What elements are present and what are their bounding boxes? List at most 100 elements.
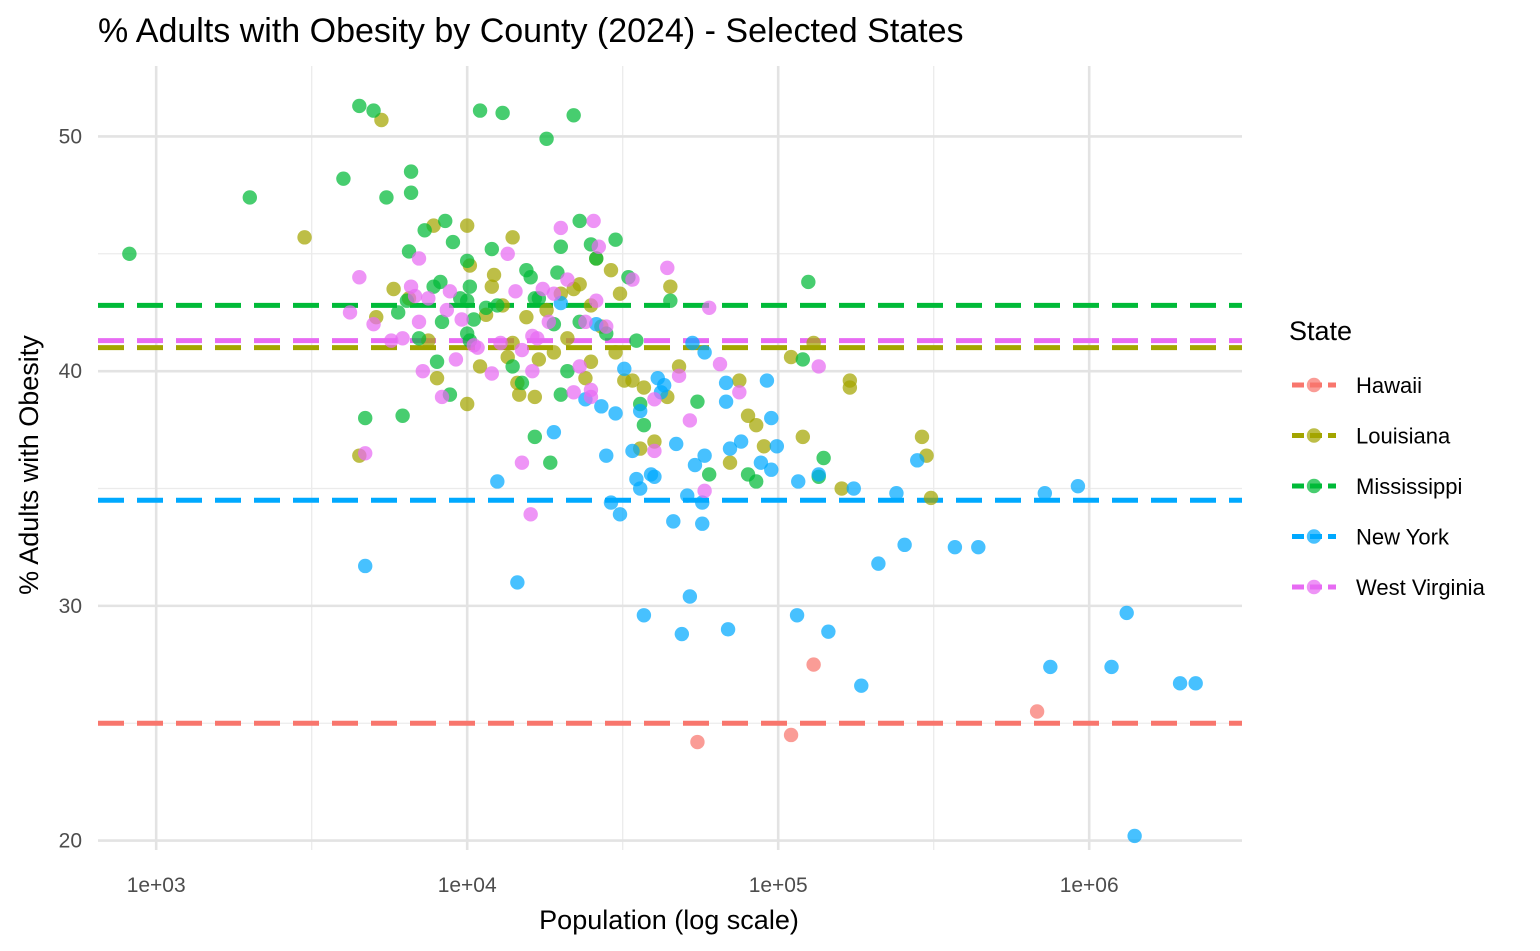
data-point — [523, 270, 538, 285]
data-point — [599, 448, 614, 463]
data-point — [342, 305, 358, 320]
data-point — [358, 410, 373, 426]
data-point — [811, 467, 826, 482]
data-point — [663, 279, 678, 294]
data-point — [459, 218, 475, 233]
mean-lines — [98, 302, 1242, 726]
data-point — [541, 314, 557, 330]
data-point — [539, 302, 554, 318]
data-point — [484, 279, 500, 294]
data-point — [647, 469, 662, 484]
legend-label: Louisiana — [1356, 424, 1451, 449]
chart-title: % Adults with Obesity by County (2024) -… — [98, 12, 964, 50]
data-point — [421, 291, 436, 306]
data-point — [695, 495, 710, 510]
y-axis-title: % Adults with Obesity — [14, 335, 44, 595]
data-point — [608, 345, 623, 360]
data-point — [495, 105, 510, 121]
data-point — [553, 220, 569, 236]
data-point — [572, 213, 587, 229]
data-point — [732, 373, 747, 388]
data-point — [560, 272, 575, 287]
data-point — [366, 103, 381, 118]
data-point — [470, 340, 485, 355]
data-point — [697, 448, 712, 463]
data-point — [531, 352, 547, 367]
y-tick-label: 50 — [59, 125, 82, 148]
data-point — [578, 370, 593, 386]
data-point — [411, 331, 427, 346]
data-point — [685, 335, 700, 351]
data-point — [671, 368, 687, 384]
data-point — [753, 455, 769, 470]
legend-label: New York — [1356, 525, 1450, 550]
data-point — [656, 378, 672, 393]
data-point — [795, 352, 811, 367]
data-point — [395, 331, 410, 346]
data-point — [535, 281, 550, 297]
data-point — [403, 164, 419, 179]
legend-key-point — [1306, 428, 1322, 443]
data-point — [462, 279, 478, 294]
data-point — [390, 305, 406, 320]
data-point — [336, 171, 351, 186]
data-point — [583, 389, 599, 405]
data-point — [712, 356, 728, 372]
data-point — [740, 408, 756, 423]
data-point — [720, 622, 736, 637]
data-point — [525, 363, 540, 379]
data-point — [586, 213, 601, 229]
data-point — [401, 244, 417, 259]
grid-minor — [98, 66, 1242, 850]
data-point — [472, 359, 488, 374]
data-point — [472, 103, 488, 118]
data-point — [1043, 659, 1058, 675]
data-point — [608, 406, 623, 421]
data-point — [539, 131, 554, 146]
data-point — [550, 265, 565, 280]
data-point — [690, 734, 705, 750]
data-point — [454, 312, 469, 327]
data-point — [783, 349, 799, 365]
data-point — [733, 434, 749, 449]
data-point — [500, 246, 515, 261]
data-point — [834, 481, 849, 496]
data-point — [749, 474, 764, 489]
data-point — [806, 335, 821, 351]
data-point — [442, 284, 458, 299]
data-point — [764, 462, 779, 477]
data-point — [527, 389, 543, 405]
data-point — [854, 678, 869, 693]
data-point — [732, 385, 747, 400]
data-point — [669, 436, 684, 452]
data-point — [505, 359, 520, 374]
data-point — [718, 375, 734, 391]
data-point — [490, 298, 505, 313]
y-tick-label: 40 — [59, 360, 82, 383]
data-point — [647, 392, 662, 407]
data-point — [583, 354, 599, 369]
data-point — [560, 363, 575, 379]
data-point — [666, 514, 681, 529]
legend-key-point — [1306, 529, 1322, 544]
data-point — [1188, 676, 1203, 691]
data-point — [591, 239, 607, 254]
data-point — [543, 455, 558, 470]
data-point — [1037, 486, 1053, 501]
data-point — [846, 481, 861, 496]
data-point — [1119, 605, 1134, 621]
data-point — [764, 410, 779, 426]
data-point — [490, 474, 505, 489]
y-tick-label: 30 — [59, 595, 82, 618]
data-point — [897, 537, 912, 553]
data-point — [411, 314, 427, 330]
data-point — [589, 251, 604, 266]
data-point — [612, 507, 628, 522]
legend-key-point — [1306, 579, 1322, 595]
data-point — [629, 333, 644, 348]
data-point — [1127, 828, 1142, 844]
data-point — [523, 507, 538, 522]
data-point — [697, 483, 712, 499]
data-point — [821, 624, 836, 639]
